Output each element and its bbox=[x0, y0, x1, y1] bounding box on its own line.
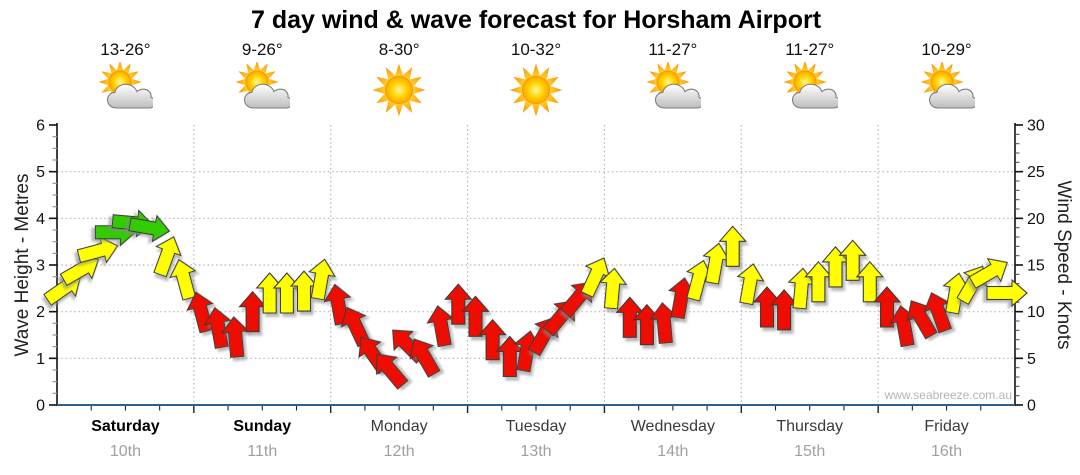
temperature-range: 13-26° bbox=[100, 40, 151, 59]
left-tick-label: 4 bbox=[36, 211, 45, 228]
wind-arrow bbox=[323, 283, 352, 326]
left-tick-label: 6 bbox=[36, 118, 45, 135]
day-header-sunday: 9-26° bbox=[197, 40, 327, 118]
day-header-monday: 8-30° bbox=[334, 40, 464, 118]
wind-arrow bbox=[153, 236, 182, 278]
cloud bbox=[107, 83, 154, 109]
day-header-saturday: 13-26° bbox=[60, 40, 190, 118]
wind-arrow bbox=[968, 257, 1008, 289]
left-tick-label: 3 bbox=[36, 258, 45, 275]
day-name: Monday bbox=[370, 418, 428, 435]
day-header-friday: 10-29° bbox=[882, 40, 1012, 118]
day-date: 12th bbox=[383, 443, 415, 460]
day-name: Thursday bbox=[776, 418, 844, 435]
day-date: 15th bbox=[794, 443, 826, 460]
wind-arrow bbox=[128, 214, 171, 243]
left-tick-label: 5 bbox=[36, 164, 45, 181]
partly-cloudy-icon bbox=[783, 62, 838, 109]
right-tick-label: 15 bbox=[1027, 258, 1045, 275]
temperature-range: 8-30° bbox=[378, 40, 420, 59]
wind-arrow bbox=[307, 258, 336, 301]
wind-arrow bbox=[376, 353, 409, 390]
day-name: Sunday bbox=[233, 418, 292, 435]
day-date: 10th bbox=[109, 443, 141, 460]
right-tick-label: 20 bbox=[1027, 211, 1045, 228]
right-tick-label: 25 bbox=[1027, 164, 1045, 181]
wind-arrow bbox=[718, 225, 747, 267]
sunny-icon bbox=[372, 63, 426, 117]
cloud bbox=[791, 83, 838, 109]
temperature-range: 10-29° bbox=[921, 40, 972, 59]
watermark: www.seabreeze.com.au bbox=[884, 388, 1012, 402]
day-name: Tuesday bbox=[505, 418, 567, 435]
wind-arrow bbox=[736, 263, 765, 306]
wind-arrow bbox=[169, 258, 197, 301]
day-header-tuesday: 10-32° bbox=[471, 40, 601, 118]
wind-arrow bbox=[203, 306, 232, 349]
partly-cloudy-icon bbox=[99, 62, 154, 109]
day-name: Wednesday bbox=[630, 418, 715, 435]
partly-cloudy-icon bbox=[235, 62, 291, 109]
cloud bbox=[928, 83, 975, 109]
cloud bbox=[654, 83, 701, 109]
day-date: 11th bbox=[247, 443, 278, 460]
wind-arrow bbox=[855, 260, 885, 303]
temperature-range: 11-27° bbox=[648, 40, 698, 59]
sun-disc bbox=[522, 76, 550, 104]
day-date: 13th bbox=[520, 443, 552, 460]
right-tick-label: 0 bbox=[1027, 398, 1036, 415]
wind-arrow bbox=[598, 267, 628, 310]
wind-arrow bbox=[752, 286, 782, 328]
day-header-wednesday: 11-27° bbox=[608, 40, 738, 118]
wind-arrow bbox=[838, 239, 867, 281]
day-name: Friday bbox=[924, 418, 969, 435]
temperature-range: 9-26° bbox=[241, 40, 283, 59]
wind-arrow bbox=[409, 338, 441, 378]
sunny-icon bbox=[509, 63, 563, 117]
wind-speed-axis-label: Wind Speed - Knots bbox=[1053, 180, 1074, 350]
temperature-range: 10-32° bbox=[510, 40, 562, 59]
left-tick-label: 1 bbox=[36, 351, 45, 368]
wind-arrow bbox=[986, 278, 1028, 308]
right-tick-label: 5 bbox=[1027, 351, 1036, 368]
sun-disc bbox=[385, 76, 414, 104]
partly-cloudy-icon bbox=[920, 62, 975, 109]
wind-arrow bbox=[478, 318, 507, 361]
partly-cloudy-icon bbox=[646, 62, 701, 109]
day-date: 14th bbox=[657, 443, 689, 460]
day-header-thursday: 11-27° bbox=[745, 40, 875, 118]
wind-arrow bbox=[272, 272, 302, 314]
wind-arrow bbox=[444, 283, 473, 325]
left-tick-label: 2 bbox=[36, 304, 45, 321]
page-title: 7 day wind & wave forecast for Horsham A… bbox=[250, 6, 822, 34]
day-date: 16th bbox=[930, 443, 963, 460]
right-tick-label: 30 bbox=[1027, 118, 1045, 135]
left-tick-label: 0 bbox=[36, 398, 45, 415]
temperature-range: 11-27° bbox=[785, 40, 835, 59]
wave-height-axis-label: Wave Height - Metres bbox=[12, 173, 33, 357]
right-tick-label: 10 bbox=[1027, 304, 1045, 321]
wind-arrow bbox=[461, 295, 490, 337]
cloud bbox=[244, 83, 291, 109]
day-name: Saturday bbox=[91, 418, 160, 435]
